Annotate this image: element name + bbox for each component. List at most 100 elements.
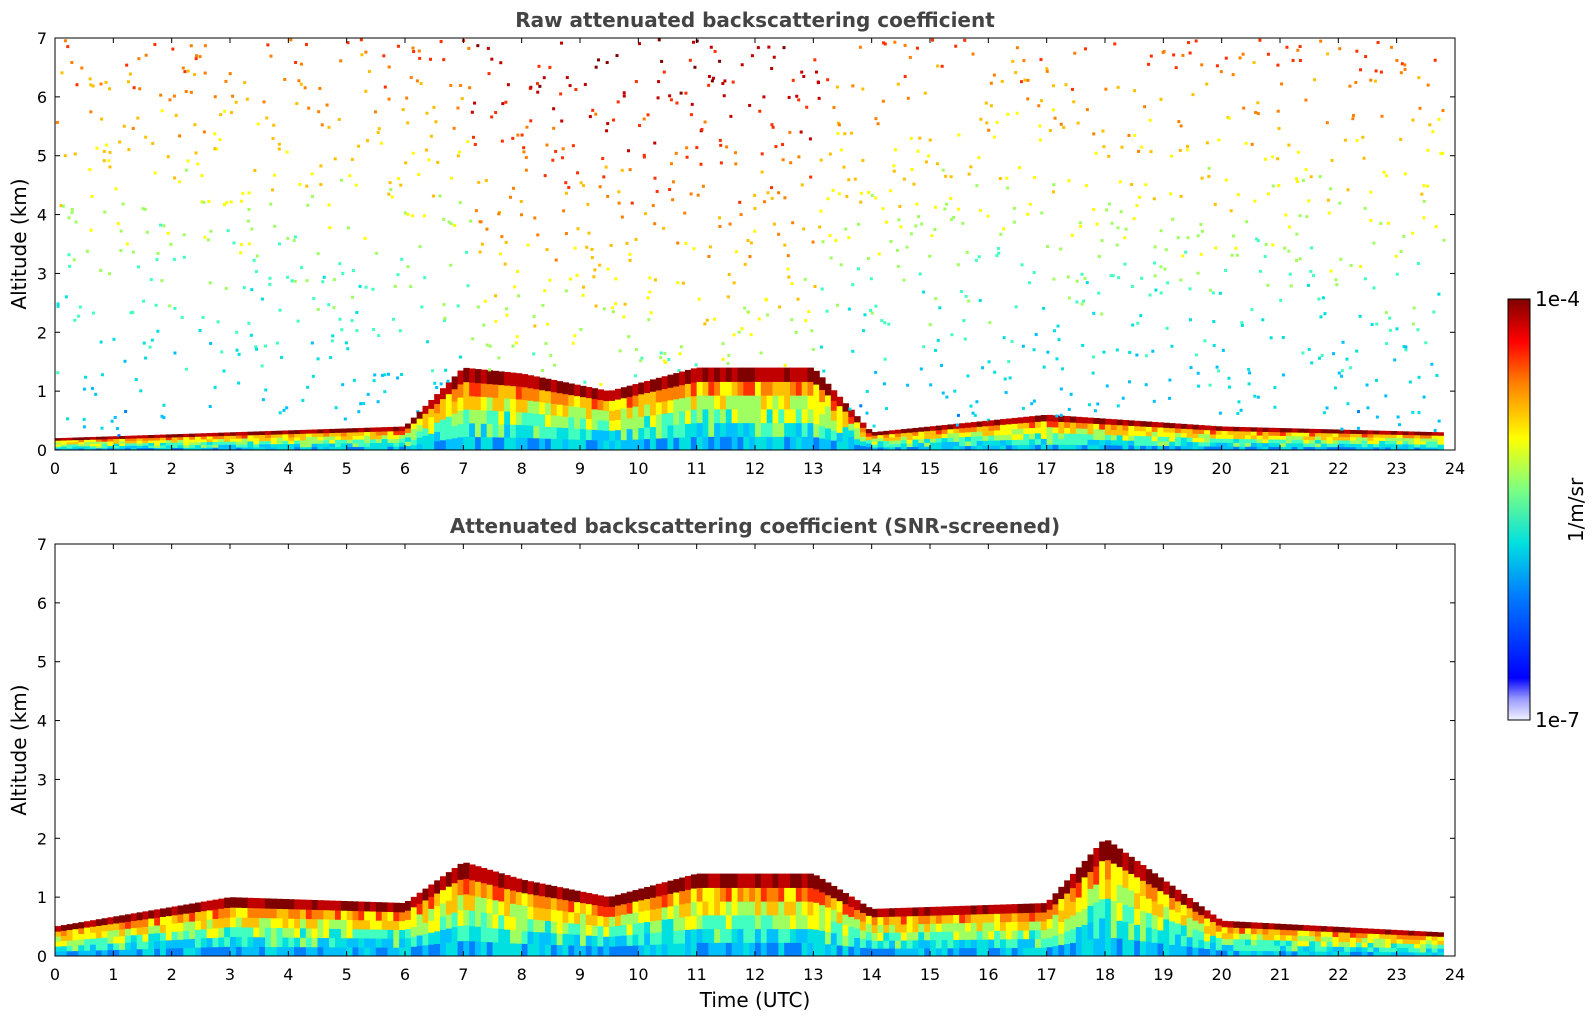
heatmap-cell (416, 924, 424, 936)
heatmap-cell (918, 427, 925, 432)
heatmap-cell (1280, 428, 1287, 433)
noise-pixel (442, 58, 446, 62)
heatmap-cell (807, 395, 814, 410)
heatmap-cell (1134, 430, 1141, 436)
heatmap-cell (486, 370, 494, 385)
noise-pixel (987, 128, 991, 132)
heatmap-cell (434, 422, 441, 432)
heatmap-cell (1116, 434, 1124, 441)
heatmap-cell (1367, 433, 1374, 438)
heatmap-cell (976, 905, 984, 915)
noise-pixel (1021, 344, 1025, 348)
heatmap-cell (171, 436, 179, 441)
heatmap-cell (580, 945, 587, 956)
heatmap-cell (1005, 947, 1013, 956)
heatmap-cell (1350, 443, 1357, 448)
heatmap-cell (171, 439, 179, 443)
heatmap-cell (165, 444, 173, 449)
heatmap-cell (1198, 939, 1205, 949)
heatmap-cell (1268, 939, 1275, 946)
noise-pixel (653, 176, 657, 180)
noise-pixel (431, 369, 435, 373)
heatmap-cell (195, 441, 202, 446)
heatmap-cell (1204, 910, 1211, 919)
heatmap-cell (679, 397, 686, 412)
noise-pixel (829, 256, 833, 260)
heatmap-cell (171, 444, 179, 448)
noise-pixel (732, 333, 736, 337)
noise-pixel (583, 380, 587, 384)
noise-pixel (1059, 387, 1063, 391)
noise-pixel (1221, 348, 1225, 352)
noise-pixel (1040, 211, 1044, 215)
noise-pixel (1317, 356, 1321, 360)
heatmap-cell (1332, 443, 1339, 448)
noise-pixel (82, 425, 86, 429)
heatmap-cell (183, 433, 190, 438)
heatmap-cell (1227, 938, 1234, 945)
heatmap-cell (107, 438, 114, 442)
heatmap-cell (1408, 431, 1415, 436)
noise-pixel (381, 373, 385, 377)
heatmap-cell (1099, 434, 1106, 441)
heatmap-cell (766, 381, 774, 396)
heatmap-cell (1285, 924, 1293, 931)
heatmap-cell (1093, 847, 1100, 867)
heatmap-cell (1297, 950, 1304, 956)
heatmap-cell (440, 889, 447, 904)
noise-pixel (189, 44, 193, 48)
heatmap-cell (113, 443, 120, 446)
heatmap-cell (860, 440, 867, 447)
noise-pixel (1266, 192, 1270, 196)
heatmap-cell (148, 917, 155, 927)
heatmap-cell (1140, 430, 1147, 437)
heatmap-cell (130, 447, 138, 450)
noise-pixel (1244, 141, 1248, 145)
heatmap-cell (370, 928, 377, 939)
noise-pixel (834, 239, 838, 243)
heatmap-cell (294, 443, 301, 448)
noise-pixel (1325, 121, 1329, 125)
heatmap-cell (475, 866, 482, 882)
heatmap-cell (1221, 950, 1229, 956)
heatmap-cell (1035, 929, 1042, 940)
noise-pixel (770, 196, 774, 200)
noise-pixel (1369, 78, 1373, 82)
heatmap-cell (119, 949, 126, 956)
noise-pixel (679, 345, 683, 349)
heatmap-cell (667, 387, 674, 401)
noise-pixel (282, 408, 286, 412)
noise-pixel (1111, 274, 1115, 278)
heatmap-cell (860, 431, 867, 437)
heatmap-cell (1344, 429, 1351, 434)
heatmap-cell (1163, 906, 1170, 920)
noise-pixel (902, 278, 906, 282)
heatmap-cell (1414, 443, 1421, 448)
noise-pixel (105, 143, 109, 147)
heatmap-cell (708, 381, 715, 396)
heatmap-cell (1110, 444, 1118, 450)
heatmap-cell (708, 928, 715, 943)
heatmap-cell (819, 437, 826, 450)
heatmap-cell (1110, 439, 1118, 446)
heatmap-cell (270, 917, 278, 928)
heatmap-cell (416, 424, 424, 432)
heatmap-cell (370, 937, 377, 948)
noise-pixel (1396, 415, 1400, 419)
heatmap-cell (970, 905, 978, 915)
heatmap-cell (1040, 903, 1048, 913)
heatmap-cell (422, 427, 429, 436)
noise-pixel (1276, 63, 1280, 67)
noise-pixel (467, 46, 471, 50)
heatmap-cell (434, 440, 441, 450)
heatmap-cell (591, 439, 599, 450)
heatmap-cell (125, 942, 132, 950)
noise-pixel (803, 277, 807, 281)
noise-pixel (675, 101, 679, 105)
heatmap-cell (725, 887, 733, 902)
heatmap-cell (276, 936, 284, 948)
heatmap-cell (865, 931, 873, 941)
heatmap-cell (871, 924, 879, 934)
heatmap-cell (1105, 429, 1112, 436)
noise-pixel (642, 153, 646, 157)
